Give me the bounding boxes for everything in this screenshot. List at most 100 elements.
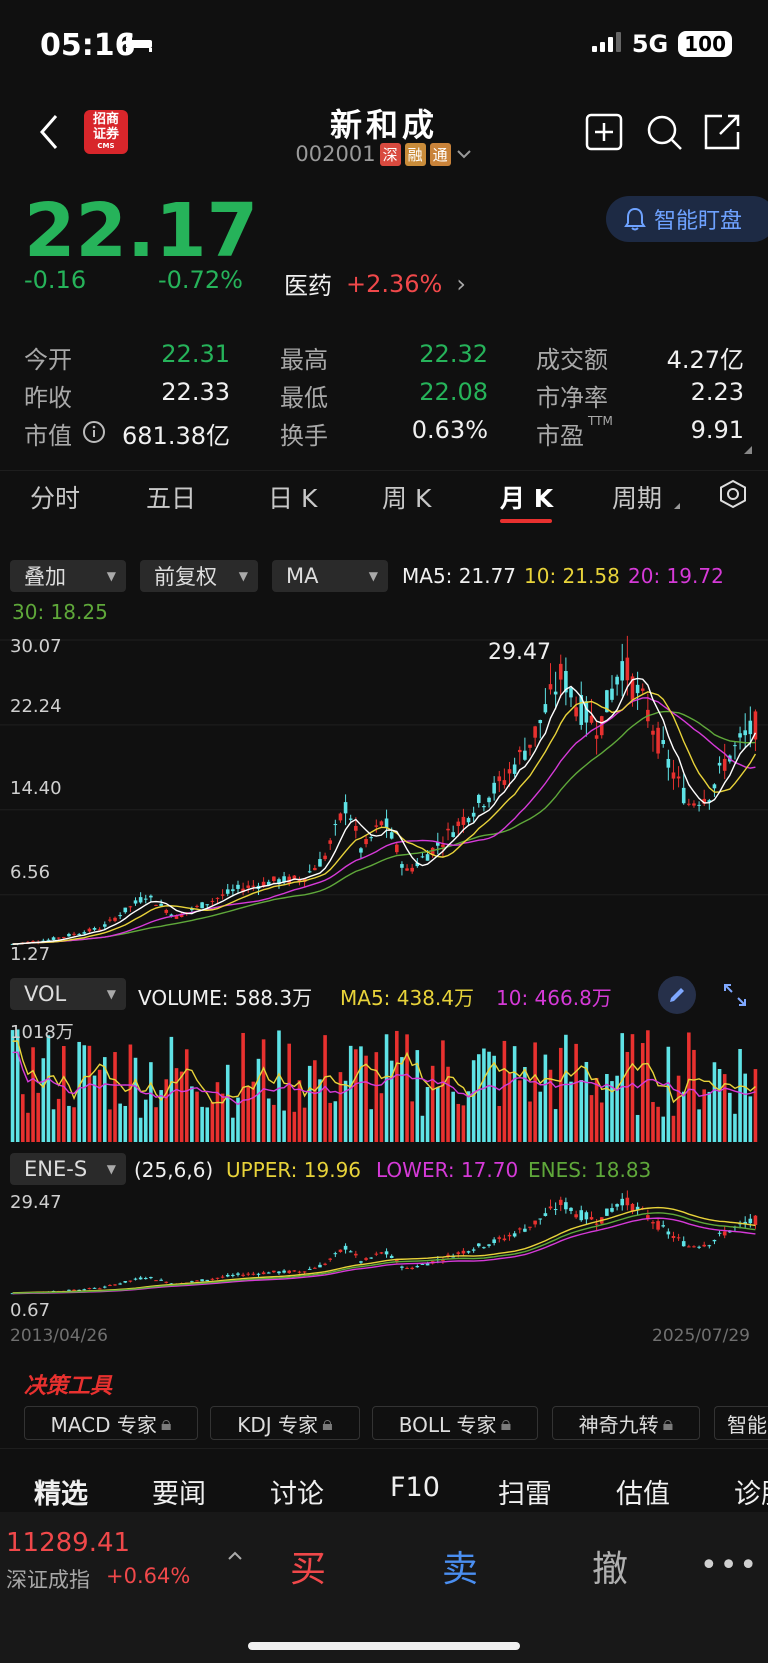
decision-tools-title: 决策工具 xyxy=(24,1368,112,1400)
volume-bar xyxy=(405,1034,409,1142)
tool-boll[interactable]: BOLL 专家 🔒︎ xyxy=(372,1406,538,1440)
nav-featured[interactable]: 精选 xyxy=(34,1479,88,1510)
tab-five-day[interactable]: 五日 xyxy=(146,484,197,513)
tab-weekly-k[interactable]: 周 K xyxy=(382,484,432,513)
candle xyxy=(528,744,532,756)
tool-kdj-label: KDJ 专家 xyxy=(237,1412,319,1437)
volume-bar xyxy=(564,1034,568,1142)
tab-intraday[interactable]: 分时 xyxy=(30,484,81,513)
ene-candle xyxy=(82,1288,87,1291)
tool-smart[interactable]: 智能 xyxy=(714,1406,768,1440)
volume-bar xyxy=(507,1072,512,1142)
candle xyxy=(523,737,527,761)
back-button[interactable] xyxy=(38,112,62,156)
candle xyxy=(241,882,245,896)
info-icon[interactable] xyxy=(82,420,106,448)
volume-bar xyxy=(436,1087,440,1142)
ene-candle xyxy=(605,1208,609,1217)
volume-bar xyxy=(118,1103,122,1142)
nav-f10[interactable]: F10 xyxy=(390,1472,440,1503)
volume-bar xyxy=(430,1065,435,1142)
nav-discussion[interactable]: 讨论 xyxy=(270,1479,324,1510)
tab-daily-k[interactable]: 日 K xyxy=(268,484,318,513)
volume-ma10-line xyxy=(12,1051,756,1106)
volume-bar xyxy=(92,1075,97,1142)
ene-candle xyxy=(517,1227,522,1234)
vol-indicator-dropdown[interactable]: VOL ▼ xyxy=(10,978,126,1010)
candlestick-chart[interactable] xyxy=(0,632,768,962)
sell-button[interactable]: 卖 xyxy=(442,1549,479,1590)
smart-alert-button[interactable]: 智能盯盘 xyxy=(606,196,768,242)
edit-indicator-button[interactable] xyxy=(658,976,696,1014)
volume-bar xyxy=(651,1102,655,1142)
candle xyxy=(51,936,56,941)
volume-bar xyxy=(610,1081,614,1142)
candle xyxy=(625,635,630,696)
ene-candle xyxy=(671,1231,676,1242)
expand-corner-icon[interactable] xyxy=(744,446,752,454)
ene-candle xyxy=(225,1273,230,1278)
search-button[interactable] xyxy=(644,112,684,152)
ene-candle xyxy=(461,1248,466,1257)
tool-magic-nine-label: 神奇九转 xyxy=(578,1412,659,1437)
volume-bar xyxy=(159,1090,163,1142)
volume-bar xyxy=(225,1064,230,1142)
candle xyxy=(610,675,614,703)
volume-bar xyxy=(348,1045,353,1142)
ene-candle xyxy=(722,1226,727,1239)
volume-bar xyxy=(497,1105,502,1142)
candle xyxy=(733,741,737,760)
date-end: 2025/07/29 xyxy=(652,1326,750,1346)
ene-candle xyxy=(482,1246,486,1249)
candle xyxy=(251,880,256,891)
candle xyxy=(482,804,486,812)
tab-monthly-k[interactable]: 月 K xyxy=(500,484,554,513)
ene-candle xyxy=(512,1231,517,1238)
volume-value: VOLUME: 588.3万 xyxy=(138,986,313,1010)
adjust-dropdown[interactable]: 前复权 ▼ xyxy=(140,560,258,592)
price-change-pct: -0.72% xyxy=(158,266,243,294)
candle xyxy=(666,749,671,781)
share-button[interactable] xyxy=(702,112,742,152)
candle xyxy=(46,938,51,941)
chevron-up-icon xyxy=(228,1551,242,1560)
volume-bar xyxy=(620,1033,625,1142)
volume-chart[interactable] xyxy=(0,1016,768,1146)
volume-bar xyxy=(333,1101,338,1142)
ene-candle xyxy=(215,1277,220,1280)
tool-magic-nine[interactable]: 神奇九转 🔒︎ xyxy=(552,1406,700,1440)
index-expand-button[interactable] xyxy=(226,1546,244,1565)
indicator-dropdown[interactable]: MA ▼ xyxy=(272,560,388,592)
buy-button[interactable]: 买 xyxy=(290,1549,327,1590)
nav-risk-scan[interactable]: 扫雷 xyxy=(498,1479,552,1510)
add-watchlist-button[interactable] xyxy=(584,112,624,152)
candle xyxy=(123,907,128,914)
cancel-order-button[interactable]: 撤 xyxy=(592,1549,629,1590)
volume-bar xyxy=(46,1035,51,1142)
fullscreen-button[interactable] xyxy=(722,982,748,1012)
tag-shenzhen: 深 xyxy=(379,142,401,166)
high-price-label: 29.47 xyxy=(488,640,551,665)
volume-bar xyxy=(523,1067,527,1142)
settings-button[interactable] xyxy=(718,479,748,513)
volume-bar xyxy=(384,1034,389,1142)
candle xyxy=(195,904,199,909)
ene-candle xyxy=(379,1251,384,1255)
stock-code-row[interactable]: 002001 深 融 通 xyxy=(0,142,768,166)
nav-news[interactable]: 要闻 xyxy=(152,1479,206,1510)
tab-period[interactable]: 周期 xyxy=(612,484,663,513)
more-icon[interactable]: ••• xyxy=(700,1548,760,1583)
sector-link[interactable]: 医药 +2.36% › xyxy=(284,266,466,301)
ene-indicator-dropdown[interactable]: ENE-S ▼ xyxy=(10,1153,126,1185)
volume-bar xyxy=(354,1049,358,1142)
tool-kdj[interactable]: KDJ 专家 🔒︎ xyxy=(210,1406,360,1440)
ene-chart[interactable] xyxy=(0,1188,768,1320)
overlay-dropdown[interactable]: 叠加 ▼ xyxy=(10,560,126,592)
volume-bar xyxy=(26,1112,30,1142)
ene-candle xyxy=(246,1272,251,1277)
nav-valuation[interactable]: 估值 xyxy=(616,1479,670,1510)
price-change: -0.16 xyxy=(24,266,87,294)
tool-macd[interactable]: MACD 专家 🔒︎ xyxy=(24,1406,198,1440)
content-nav xyxy=(0,1448,768,1511)
nav-diagnosis[interactable]: 诊股 xyxy=(734,1479,768,1510)
